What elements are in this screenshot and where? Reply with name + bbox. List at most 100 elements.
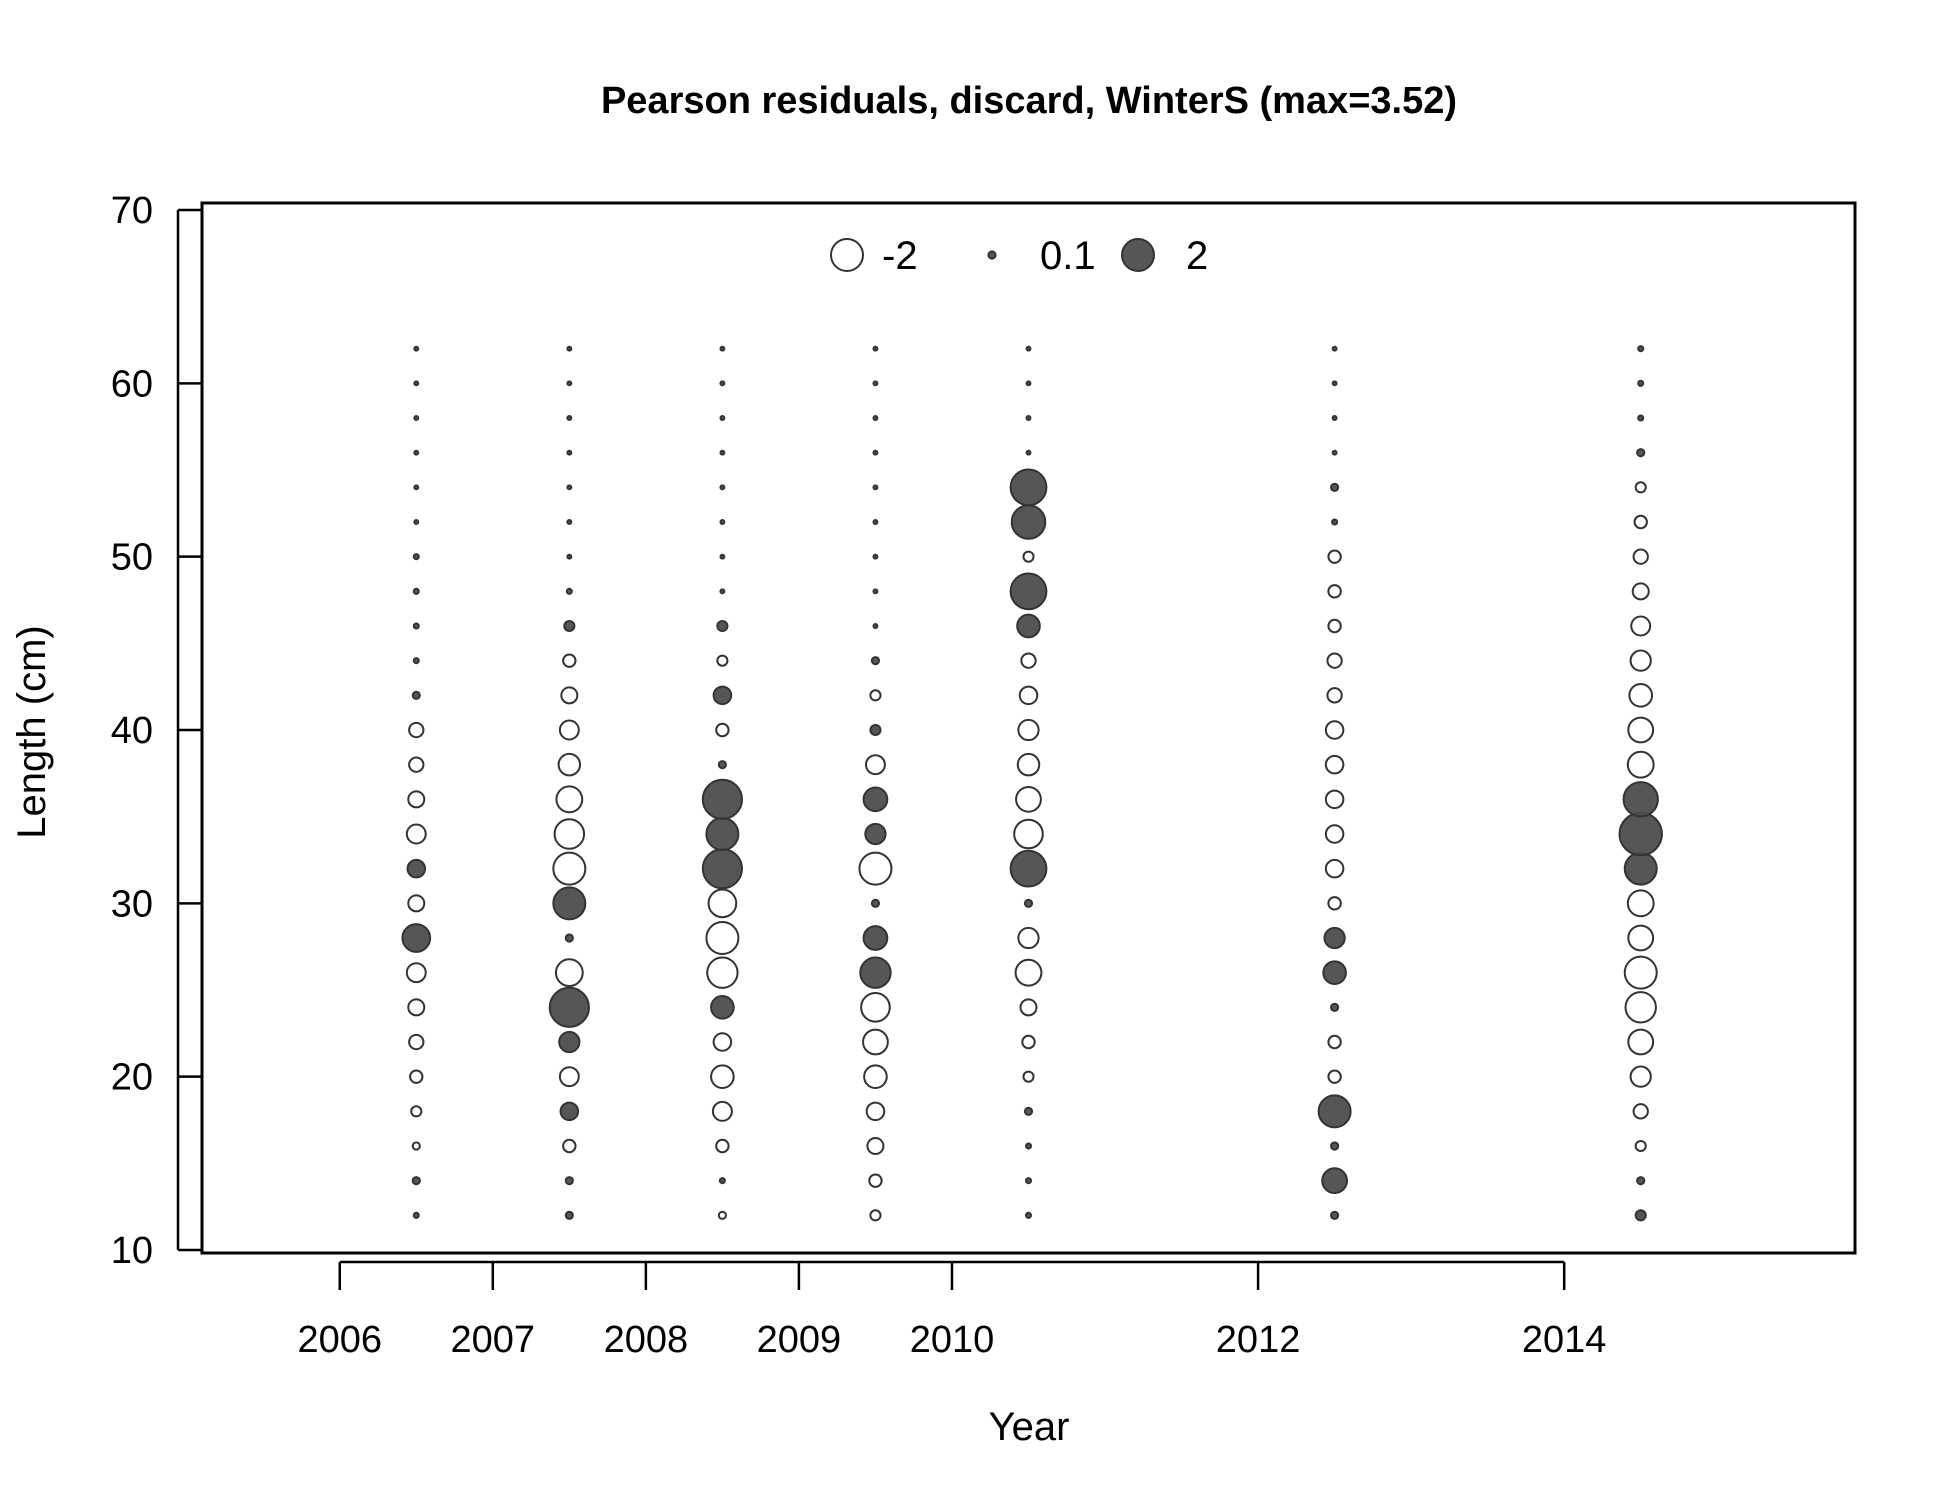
residual-bubble	[566, 519, 573, 525]
residual-bubble	[862, 925, 889, 951]
residual-bubble	[411, 690, 421, 700]
residual-bubble	[715, 1138, 730, 1154]
residual-bubble	[865, 1101, 886, 1122]
residual-bubble	[1022, 1070, 1035, 1083]
residual-bubble	[858, 851, 893, 886]
residual-bubble	[1323, 926, 1346, 950]
residual-bubble	[562, 653, 577, 668]
residual-bubble	[1330, 1002, 1340, 1012]
residual-bubble	[1321, 1167, 1349, 1195]
residual-bubble	[1326, 687, 1343, 704]
residual-bubble	[557, 752, 582, 777]
residual-bubble	[872, 380, 879, 387]
x-tick-label: 2014	[1522, 1319, 1607, 1361]
residual-bubble	[1025, 380, 1032, 387]
residual-bubble	[1324, 858, 1345, 879]
legend: -2 0.1 2	[830, 234, 1208, 278]
residual-bubble	[710, 1064, 735, 1089]
residual-bubble	[405, 962, 427, 984]
residual-bubble	[716, 654, 729, 667]
residual-bubble	[555, 785, 584, 814]
residual-bubble	[565, 587, 573, 595]
residual-bubble	[412, 1211, 420, 1219]
residual-bubble	[563, 619, 576, 633]
residual-bubble	[413, 380, 420, 387]
residual-bubble	[1022, 550, 1035, 563]
residual-bubble	[413, 449, 420, 456]
legend-symbol	[987, 250, 997, 260]
residual-bubble	[707, 888, 738, 919]
residual-bubble	[872, 449, 879, 456]
residual-bubble	[413, 415, 420, 421]
residual-bubble	[1618, 811, 1663, 857]
residual-bubble	[872, 553, 879, 560]
legend-label: 2	[1186, 234, 1208, 278]
residual-bubble	[1622, 781, 1659, 818]
residual-bubble	[869, 723, 882, 737]
residual-bubble	[1023, 898, 1034, 908]
residual-bubble	[710, 995, 735, 1020]
residual-bubble	[408, 1033, 425, 1051]
residual-bubble	[705, 817, 740, 851]
residual-bubble	[711, 1100, 733, 1122]
residual-bubble	[1009, 468, 1048, 507]
residual-bubble	[712, 1032, 733, 1052]
legend-symbol	[830, 238, 864, 272]
residual-bubble	[552, 886, 587, 921]
residual-bubble	[562, 1138, 577, 1154]
residual-bubble	[407, 894, 426, 913]
residual-bubble	[410, 1105, 423, 1118]
residual-bubble	[701, 848, 743, 890]
residual-bubble	[719, 588, 726, 595]
residual-bubble	[1024, 1142, 1033, 1150]
x-tick-label: 2007	[451, 1319, 536, 1361]
residual-bubble	[413, 484, 420, 491]
y-tick-label: 20	[111, 1057, 153, 1099]
x-axis: 2006 2007 2008 2009 2010 2012 2014	[297, 1260, 1607, 1361]
residual-bubble	[864, 754, 886, 776]
residual-bubble	[407, 998, 426, 1017]
residual-bubble	[1626, 750, 1655, 779]
residual-bubble	[566, 415, 573, 421]
residual-bubble	[719, 345, 726, 352]
residual-bubble	[859, 956, 892, 989]
residual-bubble	[715, 722, 730, 738]
residual-bubble	[1015, 785, 1042, 813]
residual-bubble	[1631, 582, 1650, 601]
residual-bubble	[413, 345, 420, 352]
y-tick-label: 40	[111, 710, 153, 752]
residual-bubble	[872, 623, 879, 629]
residual-bubble	[413, 519, 420, 525]
residual-bubble	[411, 1176, 421, 1186]
residual-bubble	[1324, 720, 1345, 740]
y-tick-label: 70	[111, 190, 153, 232]
residual-bubble	[1017, 718, 1040, 742]
residual-bubble	[1024, 1177, 1033, 1185]
legend-label: 0.1	[1040, 234, 1096, 278]
residual-bubble	[560, 686, 579, 705]
residual-bubble	[1330, 1141, 1340, 1151]
residual-bubble	[1009, 849, 1048, 888]
residual-bubble	[1021, 1034, 1036, 1050]
residual-bubble	[553, 818, 586, 850]
residual-bubble	[564, 1176, 574, 1186]
x-tick-label: 2012	[1216, 1319, 1301, 1361]
residual-bubble	[872, 345, 879, 352]
residual-bubble	[864, 822, 887, 846]
residual-bubble	[1632, 548, 1649, 565]
residual-bubble	[408, 756, 425, 773]
residual-bubble	[868, 1173, 883, 1188]
residual-bubble	[559, 1101, 580, 1122]
residual-bubble	[548, 986, 590, 1028]
residual-bubble	[717, 1210, 727, 1220]
residual-bubble	[408, 721, 425, 739]
residual-bubble	[406, 858, 427, 879]
residual-bubble	[1025, 449, 1032, 456]
chart-title: Pearson residuals, discard, WinterS (max…	[601, 80, 1457, 122]
residual-bubble	[1630, 615, 1652, 637]
residual-bubble	[566, 345, 573, 352]
residual-bubble	[1025, 345, 1032, 352]
residual-bubble	[1331, 449, 1338, 456]
y-tick-label: 10	[111, 1230, 153, 1272]
